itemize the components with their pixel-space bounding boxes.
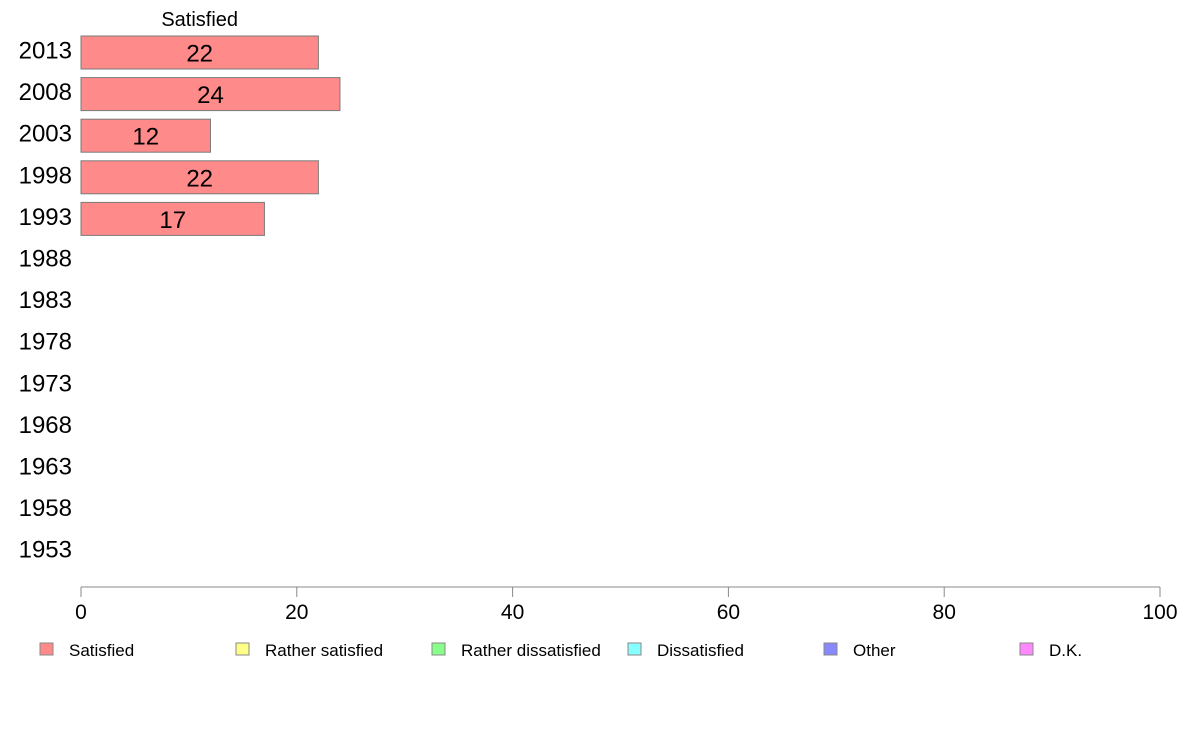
y-tick-label: 1998 [19,162,72,189]
legend-label: Satisfied [69,641,134,660]
legend-label: Rather dissatisfied [461,641,601,660]
legend-swatch [235,642,250,656]
y-tick-label: 1958 [19,495,72,522]
legend-label: Other [853,641,896,660]
bar-value-label: 22 [186,41,213,68]
x-tick-label: 60 [717,601,740,624]
bar [80,118,211,153]
legend-label: Dissatisfied [657,641,744,660]
legend-swatch [1019,642,1034,656]
x-axis: 0 20 40 60 80 100 [75,586,1178,624]
bar-value-label: 24 [197,82,224,109]
bar [80,77,341,112]
bar-value-label: 17 [159,207,186,234]
legend-swatch [431,642,446,656]
legend: Satisfied Rather satisfied Rather dissatis… [39,641,1082,660]
legend-swatch [39,642,54,656]
legend-item: Satisfied [39,641,134,660]
y-tick-label: 1988 [19,246,72,273]
x-tick-label: 0 [75,601,87,624]
bar [80,35,319,70]
y-tick-label: 1978 [19,329,72,356]
legend-swatch [823,642,838,656]
x-tick-label: 20 [285,601,308,624]
bar [80,201,265,236]
x-tick-label: 80 [933,601,956,624]
legend-label: Rather satisfied [265,641,383,660]
legend-item: Rather satisfied [235,641,383,660]
y-tick-label: 1953 [19,537,72,564]
y-tick-label: 2003 [19,121,72,148]
legend-label: D.K. [1049,641,1082,660]
bar-value-label: 12 [132,124,159,151]
legend-item: D.K. [1019,641,1082,660]
y-axis-labels: 2013 2008 2003 1998 1993 1988 1983 1978 1973 1968… [19,38,72,564]
y-tick-label: 1993 [19,204,72,231]
bar-value-label: 22 [186,165,213,192]
bar [80,160,319,195]
y-tick-label: 1973 [19,370,72,397]
legend-item: Other [823,641,896,660]
legend-item: Dissatisfied [627,641,744,660]
y-tick-label: 1968 [19,412,72,439]
y-tick-label: 2013 [19,38,72,65]
y-tick-label: 1983 [19,287,72,314]
x-tick-label: 100 [1142,601,1177,624]
segment-header: Satisfied [161,9,238,31]
legend-swatch [627,642,642,656]
y-tick-label: 1963 [19,454,72,481]
legend-item: Rather dissatisfied [431,641,601,660]
x-tick-label: 40 [501,601,524,624]
y-tick-label: 2008 [19,79,72,106]
